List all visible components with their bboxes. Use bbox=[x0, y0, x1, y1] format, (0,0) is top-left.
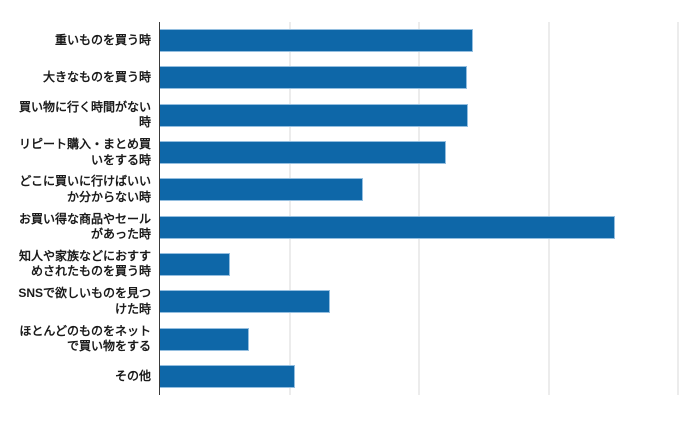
bar-band bbox=[160, 283, 678, 320]
category-label: SNSで欲しいものを見つ けた時 bbox=[18, 286, 151, 316]
bar-band bbox=[160, 59, 678, 96]
category-label: リピート購入・まとめ買 いをする時 bbox=[18, 137, 151, 167]
bar bbox=[160, 290, 330, 314]
category-label: 知人や家族などにおすす めされたものを買う時 bbox=[18, 248, 151, 279]
bar bbox=[160, 215, 615, 239]
category-labels: 重いものを買う時大きなものを買う時買い物に行く時間がない 時リピート購入・まとめ… bbox=[0, 22, 155, 395]
category-label: 大きなものを買う時 bbox=[42, 70, 151, 85]
bar-band bbox=[160, 358, 678, 395]
bar bbox=[160, 178, 364, 202]
gridline bbox=[548, 22, 549, 395]
bar bbox=[160, 364, 295, 388]
bar-band bbox=[160, 97, 678, 134]
bar bbox=[160, 103, 469, 127]
bar bbox=[160, 141, 447, 165]
bar-band bbox=[160, 208, 678, 245]
bar-band bbox=[160, 246, 678, 283]
category-label: 買い物に行く時間がない 時 bbox=[18, 99, 151, 130]
gridline bbox=[677, 22, 679, 395]
plot-area bbox=[159, 22, 679, 395]
category-label: 重いものを買う時 bbox=[54, 32, 151, 47]
bars-layer bbox=[160, 22, 678, 395]
category-label: ほとんどのものをネット で買い物をする bbox=[19, 323, 151, 354]
category-label: お買い得な商品やセール があった時 bbox=[18, 211, 151, 242]
bar-band bbox=[160, 320, 678, 357]
bar-band bbox=[160, 171, 678, 208]
bar bbox=[160, 327, 250, 351]
bar bbox=[160, 29, 474, 53]
bar bbox=[160, 66, 467, 90]
gridline bbox=[289, 22, 290, 395]
bar-band bbox=[160, 134, 678, 171]
category-label: その他 bbox=[114, 368, 151, 383]
bar bbox=[160, 252, 230, 276]
category-label: どこに買いに行けばいい か分からない時 bbox=[19, 174, 151, 204]
bar-band bbox=[160, 22, 678, 59]
gridline bbox=[418, 22, 420, 395]
